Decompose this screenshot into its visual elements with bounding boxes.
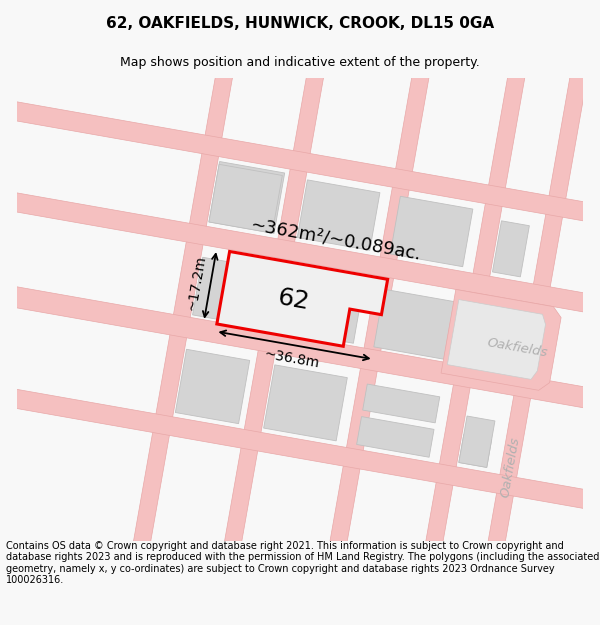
Polygon shape xyxy=(320,39,436,599)
Text: Oakfields: Oakfields xyxy=(486,336,549,360)
Polygon shape xyxy=(0,186,600,320)
Polygon shape xyxy=(362,384,440,423)
Polygon shape xyxy=(448,299,545,379)
Text: Contains OS data © Crown copyright and database right 2021. This information is : Contains OS data © Crown copyright and d… xyxy=(6,541,599,586)
Polygon shape xyxy=(390,196,473,267)
Polygon shape xyxy=(493,221,529,277)
Text: ~362m²/~0.089ac.: ~362m²/~0.089ac. xyxy=(248,216,422,263)
Text: 62: 62 xyxy=(275,286,311,314)
Polygon shape xyxy=(263,365,347,441)
Polygon shape xyxy=(214,167,279,228)
Polygon shape xyxy=(175,349,250,424)
Text: Map shows position and indicative extent of the property.: Map shows position and indicative extent… xyxy=(120,56,480,69)
Polygon shape xyxy=(413,55,529,616)
Text: ~36.8m: ~36.8m xyxy=(263,348,321,371)
Polygon shape xyxy=(374,289,457,359)
Polygon shape xyxy=(0,377,598,511)
Text: 62, OAKFIELDS, HUNWICK, CROOK, DL15 0GA: 62, OAKFIELDS, HUNWICK, CROOK, DL15 0GA xyxy=(106,16,494,31)
Polygon shape xyxy=(441,289,561,390)
Polygon shape xyxy=(476,308,514,370)
Polygon shape xyxy=(0,98,600,231)
Polygon shape xyxy=(217,251,388,346)
Polygon shape xyxy=(0,278,600,412)
Text: Oakfields: Oakfields xyxy=(499,436,523,498)
Polygon shape xyxy=(297,180,380,250)
Polygon shape xyxy=(473,66,589,625)
Polygon shape xyxy=(193,258,266,326)
Polygon shape xyxy=(209,161,284,233)
Polygon shape xyxy=(218,21,333,581)
Polygon shape xyxy=(459,416,495,468)
Text: ~17.2m: ~17.2m xyxy=(185,254,208,312)
Polygon shape xyxy=(459,434,491,468)
Polygon shape xyxy=(356,417,434,457)
Polygon shape xyxy=(130,5,245,566)
Polygon shape xyxy=(281,273,364,343)
Polygon shape xyxy=(209,164,283,233)
